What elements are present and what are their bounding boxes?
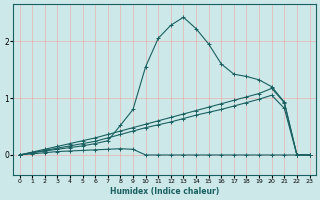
X-axis label: Humidex (Indice chaleur): Humidex (Indice chaleur) (110, 187, 219, 196)
